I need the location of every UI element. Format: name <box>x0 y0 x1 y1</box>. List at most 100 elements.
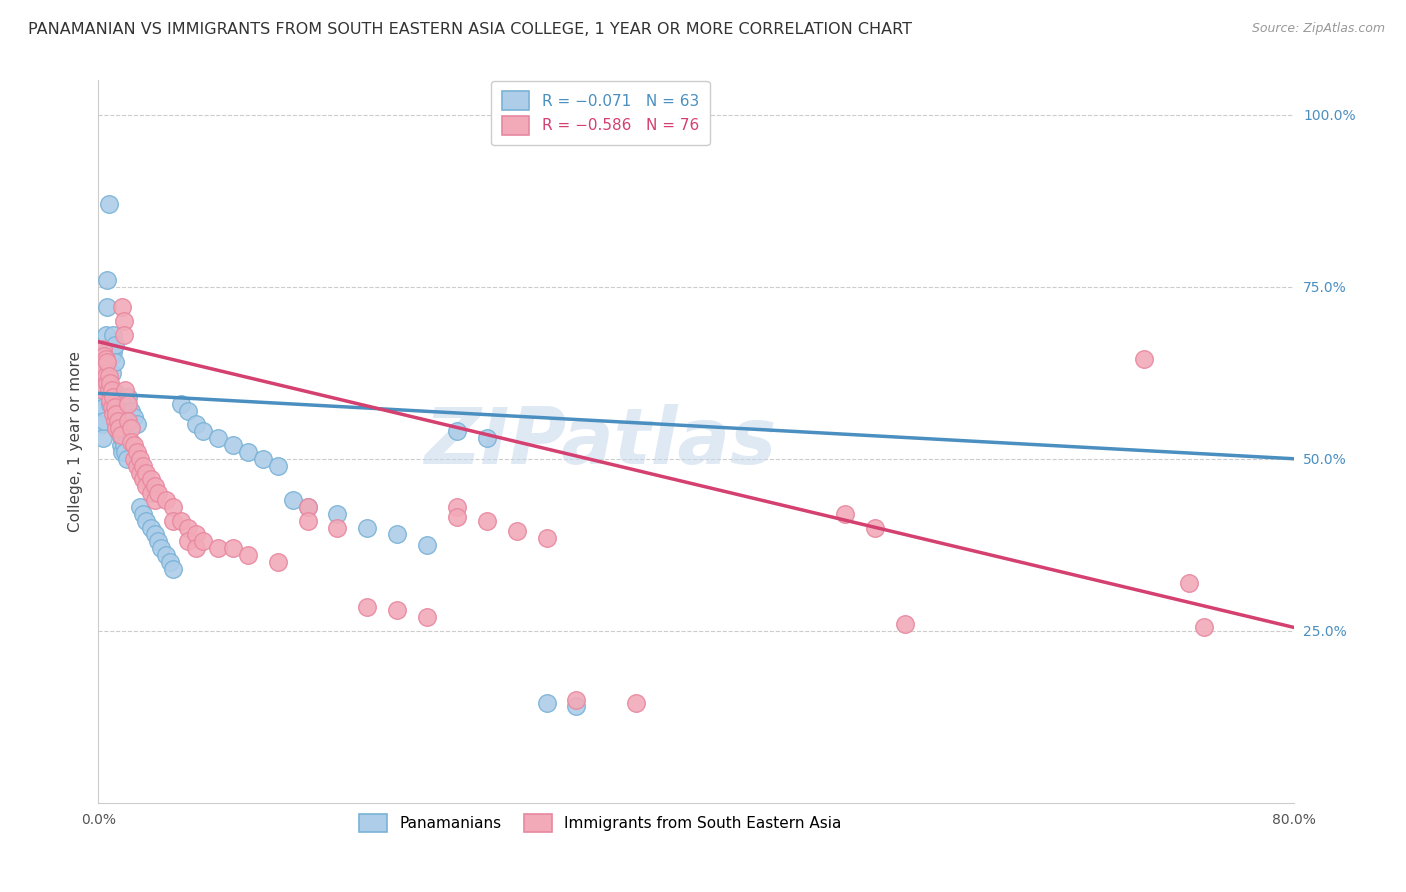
Point <box>236 548 259 562</box>
Point <box>894 616 917 631</box>
Point <box>536 696 558 710</box>
Point <box>124 410 146 425</box>
Point <box>177 403 200 417</box>
Point <box>177 520 200 534</box>
Point <box>184 527 207 541</box>
Point <box>97 369 120 384</box>
Point <box>150 541 173 556</box>
Point <box>96 301 118 315</box>
Point <box>110 424 132 438</box>
Point <box>104 355 127 369</box>
Point <box>159 555 181 569</box>
Point <box>114 445 136 459</box>
Point <box>105 407 128 421</box>
Point <box>143 527 166 541</box>
Point <box>91 383 114 397</box>
Point <box>94 355 117 369</box>
Point <box>1192 620 1215 634</box>
Point <box>105 403 128 417</box>
Legend: Panamanians, Immigrants from South Eastern Asia: Panamanians, Immigrants from South Easte… <box>353 807 848 838</box>
Point <box>124 451 146 466</box>
Point <box>112 327 135 342</box>
Point <box>91 355 114 369</box>
Point <box>139 472 162 486</box>
Point <box>98 393 122 408</box>
Point <box>97 383 120 397</box>
Point <box>267 458 290 473</box>
Point <box>120 434 142 449</box>
Point <box>236 445 259 459</box>
Point <box>112 438 135 452</box>
Point <box>135 466 157 480</box>
Point <box>191 534 214 549</box>
Point <box>96 273 118 287</box>
Point <box>107 424 129 438</box>
Point <box>132 472 155 486</box>
Point <box>105 421 128 435</box>
Point <box>297 500 319 514</box>
Point <box>112 314 135 328</box>
Y-axis label: College, 1 year or more: College, 1 year or more <box>67 351 83 532</box>
Point <box>191 424 214 438</box>
Point <box>626 696 648 710</box>
Point <box>565 692 588 706</box>
Point <box>117 397 139 411</box>
Point <box>120 403 142 417</box>
Point <box>475 431 498 445</box>
Point <box>385 603 409 617</box>
Point <box>91 431 114 445</box>
Point <box>104 338 127 352</box>
Point <box>103 327 125 342</box>
Point <box>132 507 155 521</box>
Point <box>184 541 207 556</box>
Point <box>120 421 142 435</box>
Point <box>132 458 155 473</box>
Point <box>162 562 184 576</box>
Point <box>446 424 468 438</box>
Point <box>155 548 177 562</box>
Point <box>91 342 114 356</box>
Point <box>124 438 146 452</box>
Point <box>252 451 274 466</box>
Point <box>297 514 319 528</box>
Point <box>97 197 120 211</box>
Point <box>91 386 114 401</box>
Point <box>98 376 122 390</box>
Point <box>110 438 132 452</box>
Point <box>111 301 134 315</box>
Point <box>105 386 128 401</box>
Point <box>356 520 378 534</box>
Point <box>222 438 245 452</box>
Point <box>104 400 127 414</box>
Point <box>91 417 114 432</box>
Point <box>169 397 191 411</box>
Point <box>207 541 229 556</box>
Point <box>94 327 117 342</box>
Point <box>110 427 132 442</box>
Point <box>356 599 378 614</box>
Point <box>94 369 117 384</box>
Text: PANAMANIAN VS IMMIGRANTS FROM SOUTH EASTERN ASIA COLLEGE, 1 YEAR OR MORE CORRELA: PANAMANIAN VS IMMIGRANTS FROM SOUTH EAST… <box>28 22 912 37</box>
Text: ZIPatlas: ZIPatlas <box>425 403 776 480</box>
Point <box>108 421 131 435</box>
Point <box>162 500 184 514</box>
Point <box>475 514 498 528</box>
Point <box>139 486 162 500</box>
Point <box>101 366 124 380</box>
Point <box>103 390 125 404</box>
Point <box>115 451 138 466</box>
Point <box>129 500 152 514</box>
Point <box>148 534 170 549</box>
Point <box>101 400 124 414</box>
Point <box>135 514 157 528</box>
Point <box>114 383 136 397</box>
Point <box>111 445 134 459</box>
Point <box>96 355 118 369</box>
Point <box>117 414 139 428</box>
Point <box>1133 351 1156 366</box>
Point <box>446 500 468 514</box>
Text: Source: ZipAtlas.com: Source: ZipAtlas.com <box>1251 22 1385 36</box>
Point <box>834 507 856 521</box>
Point <box>96 376 118 390</box>
Point <box>107 410 129 425</box>
